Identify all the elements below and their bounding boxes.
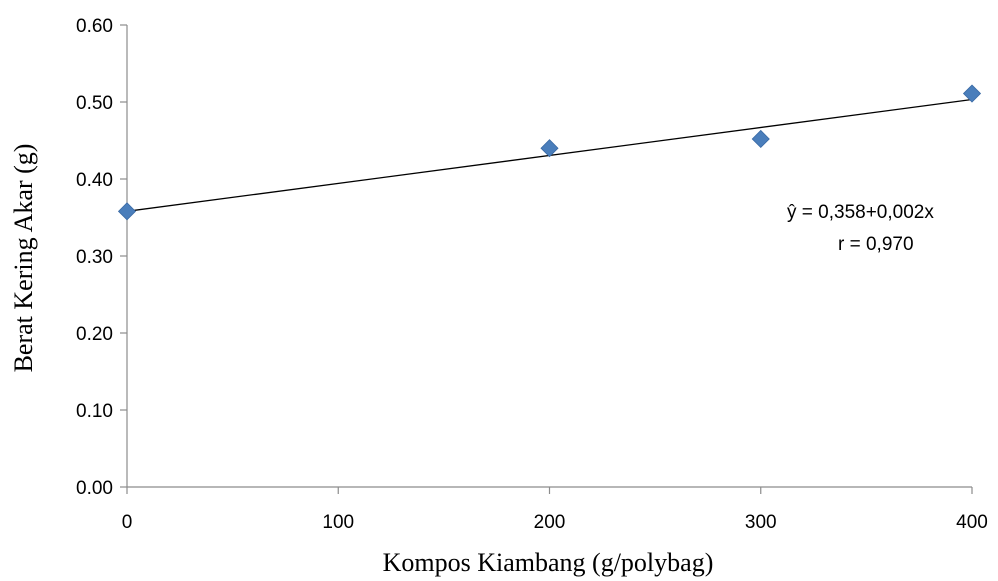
x-tick-label: 200 [534, 512, 566, 533]
x-axis-title: Kompos Kiambang (g/polybag) [383, 548, 714, 577]
x-tick-label: 100 [322, 512, 354, 533]
data-point [540, 139, 559, 158]
axes [120, 24, 973, 494]
x-tick-label: 300 [745, 512, 777, 533]
y-tick-label: 0.30 [76, 247, 113, 268]
y-axis-title: Berat Kering Akar (g) [9, 144, 38, 373]
data-point [117, 202, 137, 221]
x-tick-labels: 0 100 200 300 400 [122, 512, 988, 533]
y-tick-labels: 0.00 0.10 0.20 0.30 0.40 0.50 0.60 [76, 16, 113, 499]
y-tick-label: 0.40 [76, 170, 113, 191]
data-point [962, 84, 982, 103]
y-tick-label: 0.10 [76, 401, 113, 422]
y-tick-label: 0.60 [76, 16, 113, 37]
data-point [751, 129, 770, 149]
y-tick-label: 0.00 [76, 478, 113, 499]
x-tick-label: 400 [956, 512, 988, 533]
equation-annotation: ŷ = 0,358+0,002x [787, 202, 934, 223]
r-annotation: r = 0,970 [838, 234, 914, 255]
y-tick-label: 0.20 [76, 324, 113, 345]
y-tick-label: 0.50 [76, 93, 113, 114]
data-points [117, 84, 982, 221]
x-tick-label: 0 [122, 512, 133, 533]
